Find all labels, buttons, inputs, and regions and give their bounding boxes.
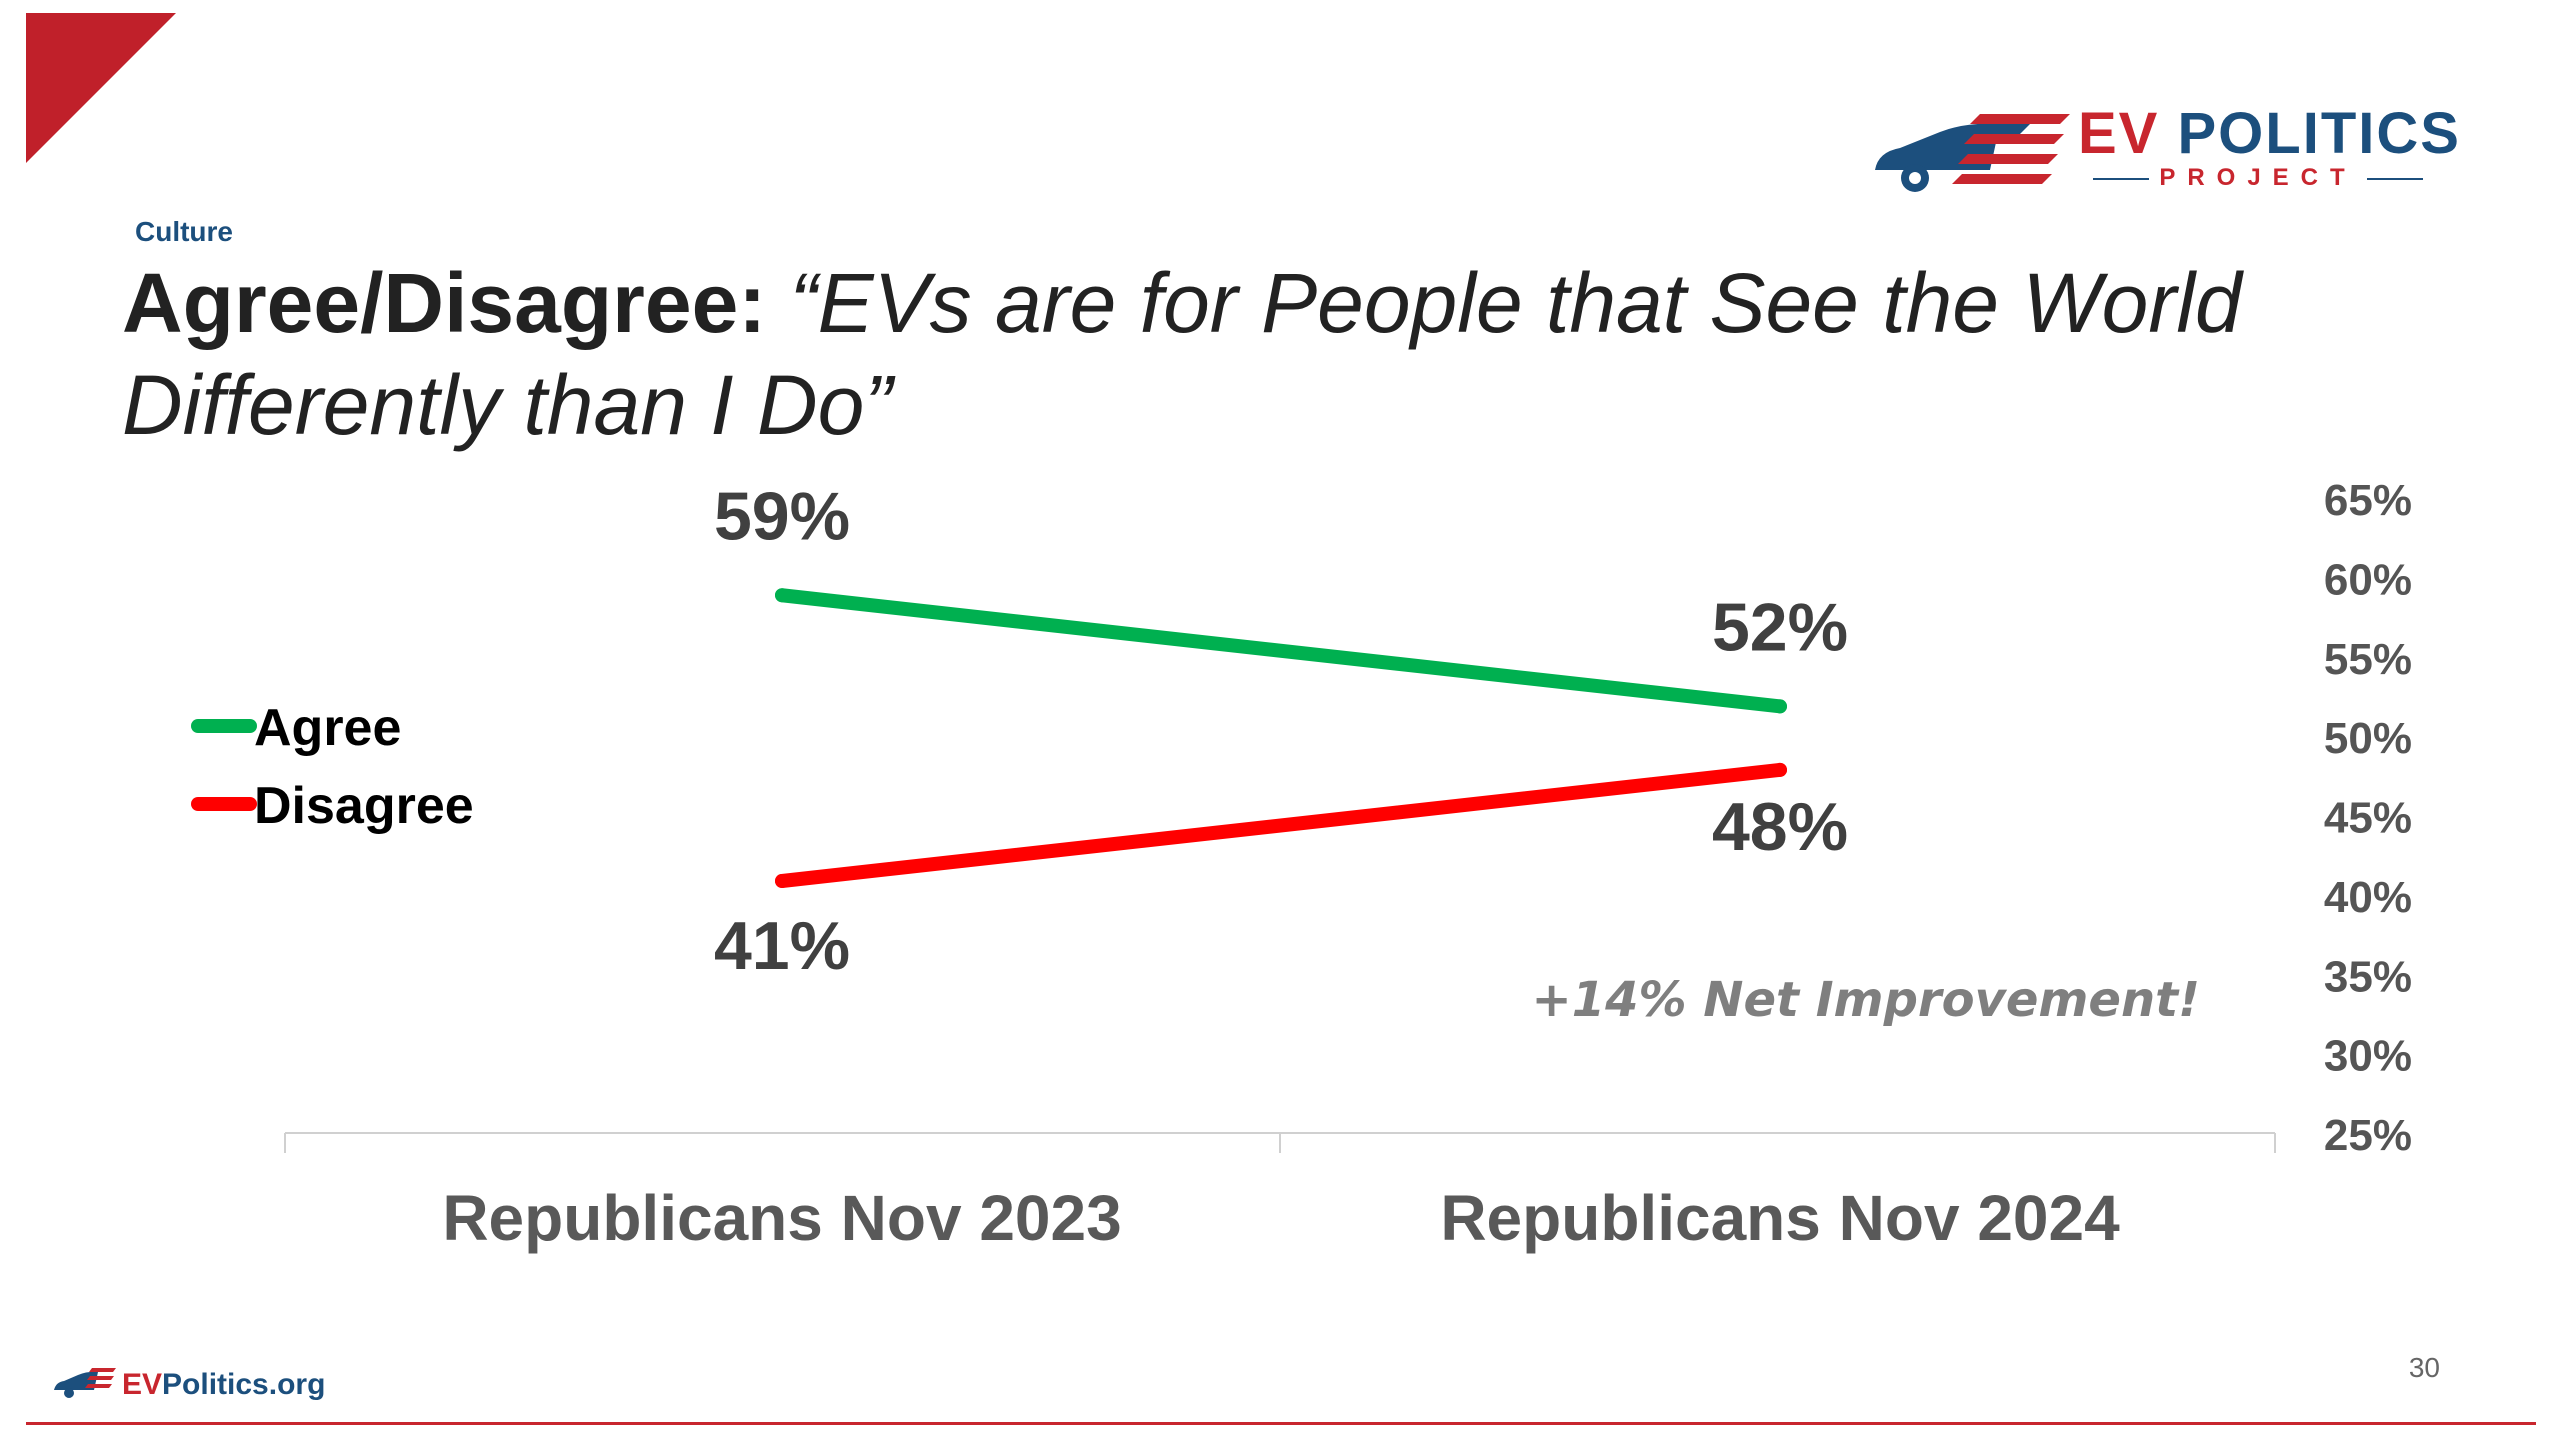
footer-car-flag-icon — [54, 1368, 116, 1398]
legend-label-agree: Agree — [254, 699, 401, 757]
footer-site-text: EVPolitics.org — [122, 1368, 325, 1402]
net-improvement-annotation: +14% Net Improvement! — [1531, 972, 2200, 1028]
bottom-rule — [26, 1422, 2536, 1425]
logo-politics-text: POLITICS — [2177, 101, 2461, 166]
y-tick-label: 30% — [2324, 1032, 2412, 1081]
corner-accent-triangle — [26, 13, 176, 163]
legend-label-disagree: Disagree — [254, 777, 474, 835]
series-line-agree — [775, 588, 1787, 714]
legend: Agree Disagree — [191, 699, 474, 835]
y-tick-label: 40% — [2324, 873, 2412, 922]
y-tick-label: 55% — [2324, 635, 2412, 684]
footer-site-rest: Politics.org — [162, 1368, 326, 1401]
title-lead: Agree/Disagree: — [122, 256, 767, 350]
data-label-disagree: 41% — [714, 908, 850, 984]
slide-title: Agree/Disagree: “EVs are for People that… — [122, 252, 2302, 456]
ev-politics-project-logo: EV POLITICS PROJECT — [1870, 100, 2459, 200]
x-category-label: Republicans Nov 2023 — [442, 1182, 1121, 1254]
data-point-agree — [1773, 699, 1787, 714]
y-tick-label: 35% — [2324, 952, 2412, 1001]
x-category-label: Republicans Nov 2024 — [1440, 1182, 2120, 1254]
page-number: 30 — [2408, 1352, 2440, 1383]
y-tick-label: 50% — [2324, 714, 2412, 763]
data-label-agree: 59% — [714, 478, 850, 554]
logo-ev-text: EV — [2078, 101, 2160, 166]
y-tick-label: 45% — [2324, 794, 2412, 843]
data-label-agree: 52% — [1712, 589, 1848, 665]
footer-site-ev: EV — [122, 1368, 163, 1401]
footer-logo: EVPolitics.org — [52, 1362, 352, 1412]
title-quote: “EVs are for People that See the World D… — [122, 256, 2242, 452]
x-axis-labels: Republicans Nov 2023 Republicans Nov 2024 — [442, 1182, 2120, 1254]
data-point-disagree — [1773, 762, 1787, 777]
series-lines — [775, 588, 1787, 888]
logo-wordmark: EV POLITICS — [2078, 100, 2461, 167]
y-axis: 65% 60% 55% 50% 45% 40% 35% 30% 25% — [2324, 476, 2412, 1160]
logo-project-text: PROJECT — [2078, 164, 2438, 192]
y-tick-label: 60% — [2324, 555, 2412, 604]
data-point-disagree — [775, 874, 789, 888]
section-label: Culture — [135, 216, 233, 247]
data-point-agree — [775, 588, 789, 603]
y-tick-label: 25% — [2324, 1111, 2412, 1160]
y-tick-label: 65% — [2324, 476, 2412, 525]
car-flag-logo-icon — [1875, 114, 2070, 192]
data-labels: 59% 52% 41% 48% — [714, 478, 1848, 984]
data-label-disagree: 48% — [1712, 789, 1848, 865]
series-line-disagree — [775, 762, 1787, 888]
